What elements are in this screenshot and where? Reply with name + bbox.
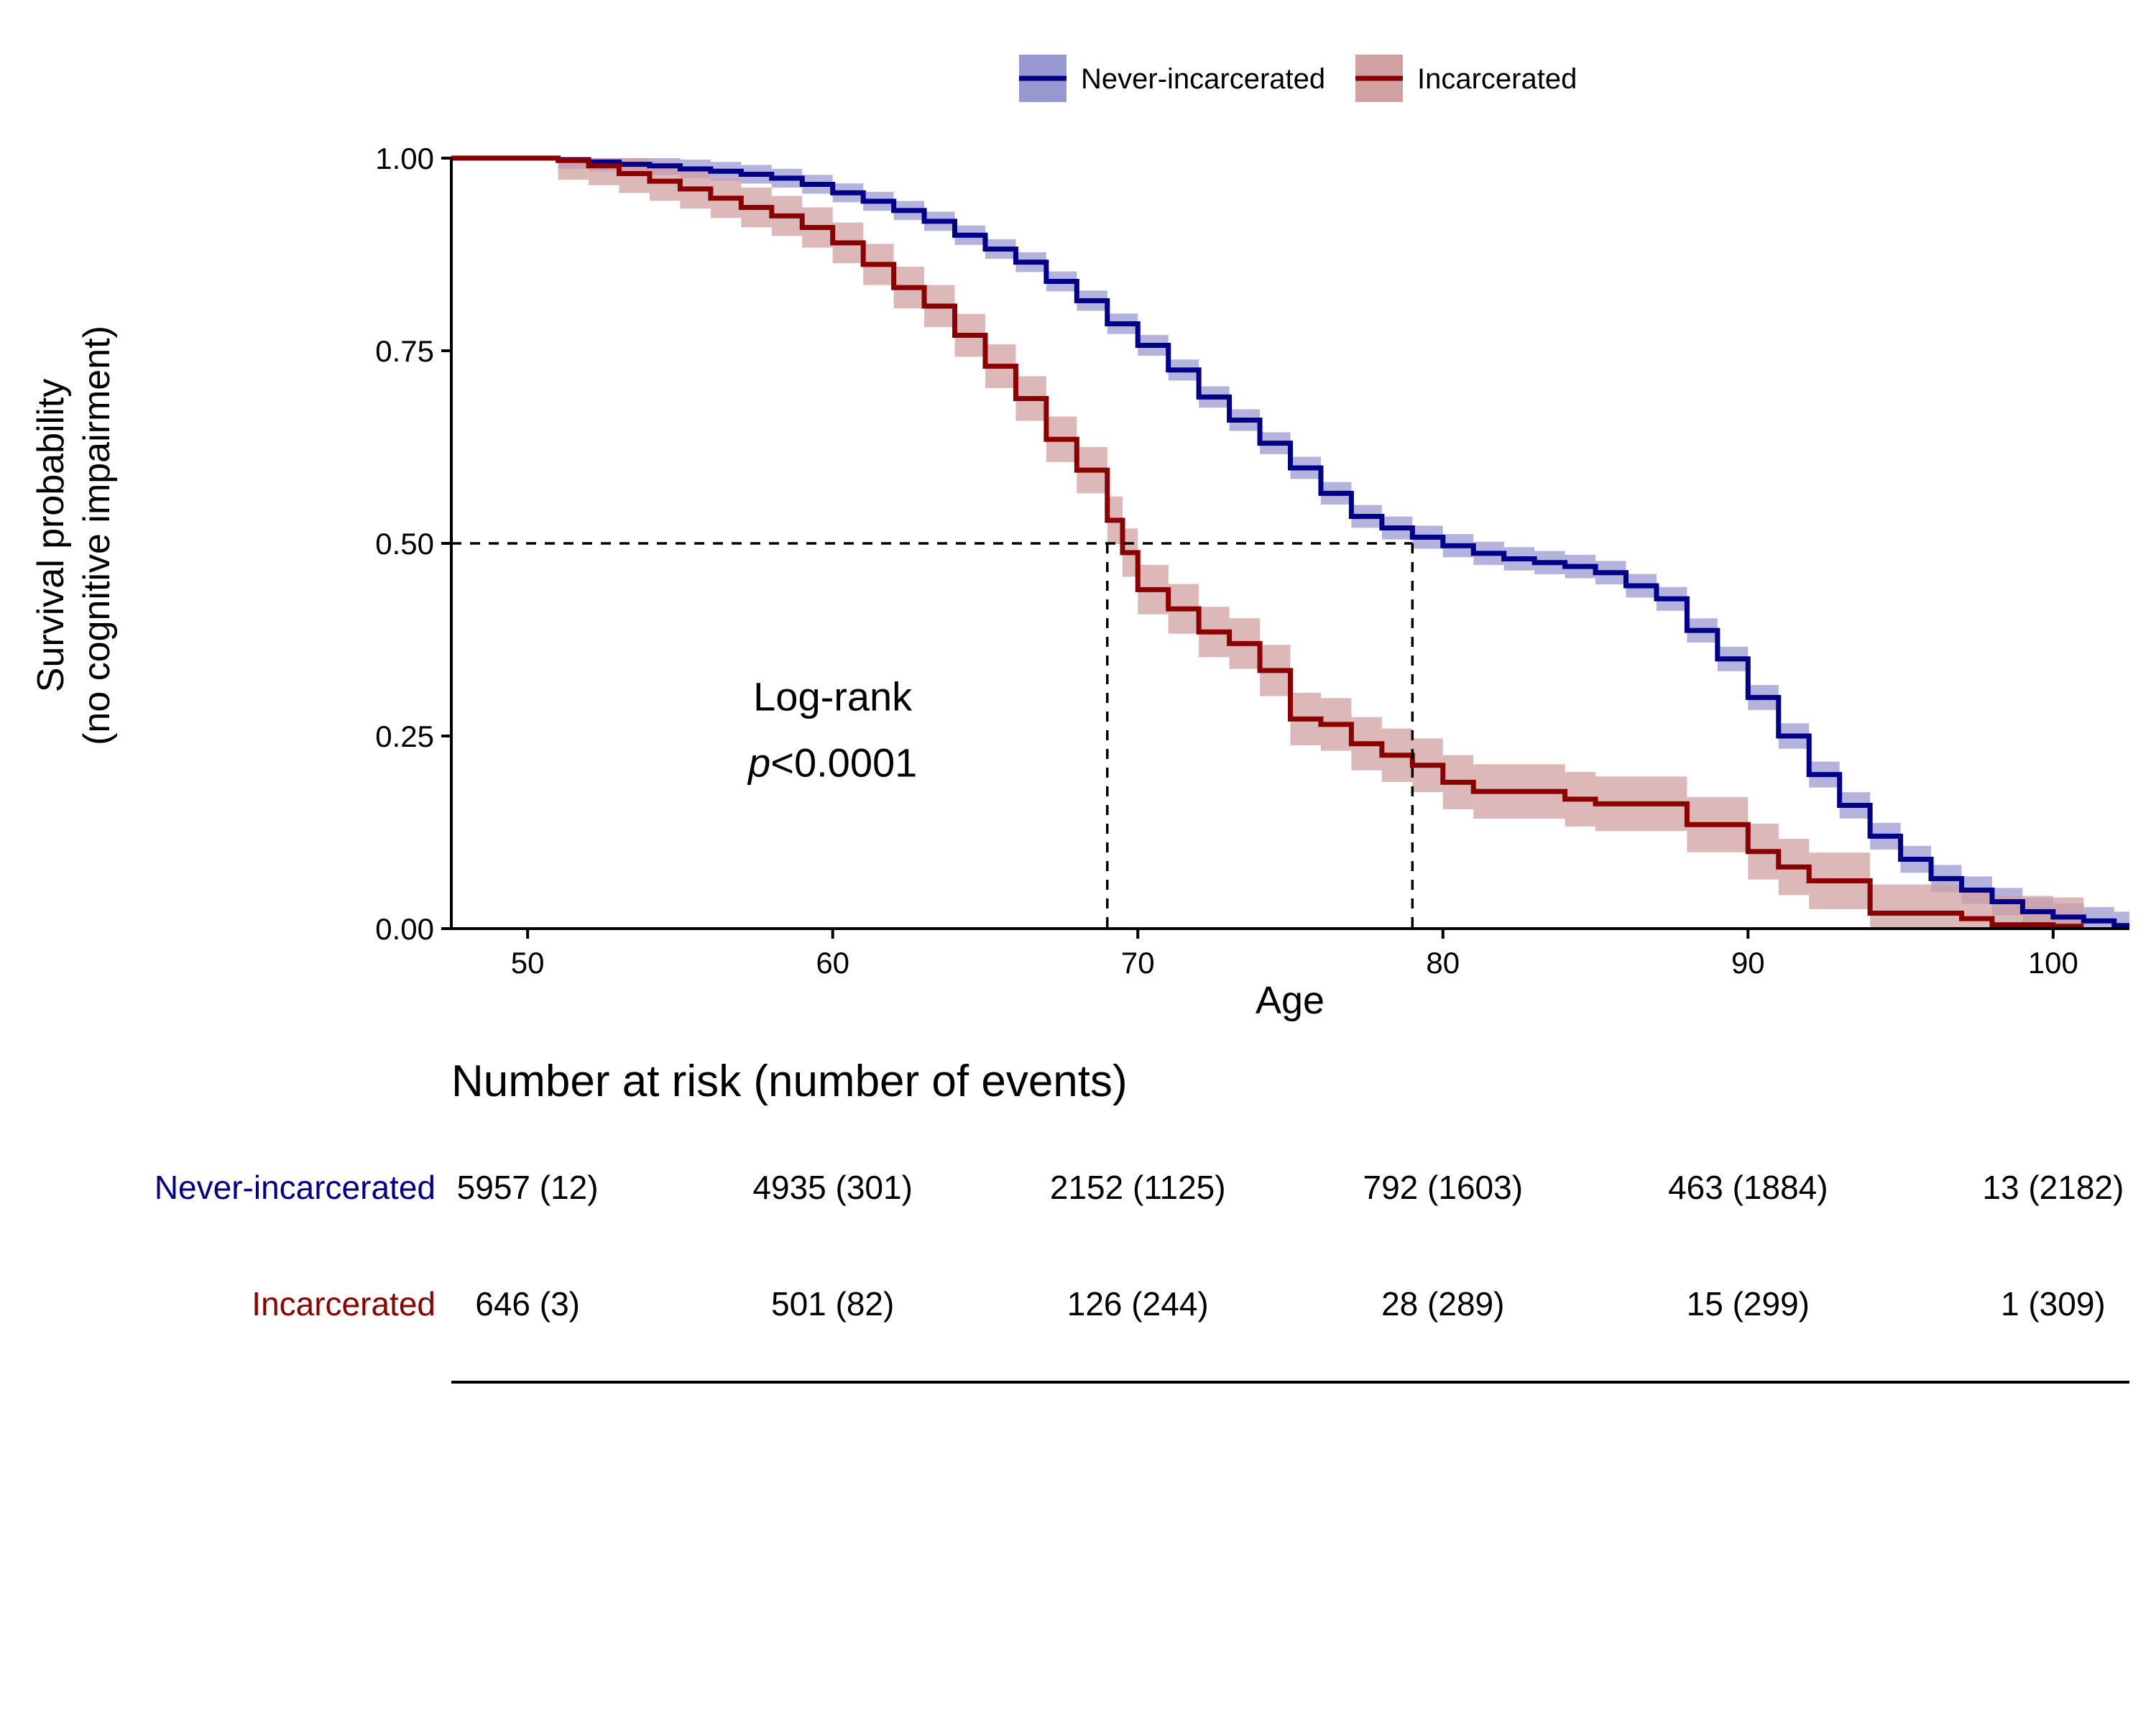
risk-cell: 28 (289) bbox=[1381, 1285, 1504, 1322]
risk-cell: 2152 (1125) bbox=[1050, 1169, 1226, 1206]
legend-label-never-incarcerated: Never-incarcerated bbox=[1081, 63, 1325, 95]
median-reference-lines bbox=[451, 542, 1414, 929]
x-tick-label: 60 bbox=[816, 946, 849, 980]
confidence-band-incarcerated bbox=[1961, 890, 1992, 929]
risk-cell: 4935 (301) bbox=[752, 1169, 913, 1206]
risk-cell: 15 (299) bbox=[1687, 1285, 1810, 1322]
risk-row-label: Never-incarcerated bbox=[155, 1169, 436, 1206]
confidence-band-never-incarcerated bbox=[2083, 907, 2114, 929]
y-axis-title-line-2: (no cognitive impairment) bbox=[76, 326, 118, 745]
risk-cell: 126 (244) bbox=[1067, 1285, 1209, 1322]
y-tick-label: 0.75 bbox=[375, 334, 434, 368]
y-axis-title: Survival probability (no cognitive impai… bbox=[30, 326, 118, 745]
risk-cell: 501 (82) bbox=[771, 1285, 894, 1322]
survival-curves bbox=[451, 155, 2129, 929]
legend-key-incarcerated bbox=[1355, 55, 1403, 102]
risk-table: Number at risk (number of events) Never-… bbox=[155, 1057, 2129, 1384]
p-value-text: <0.0001 bbox=[770, 740, 917, 786]
confidence-band-incarcerated bbox=[2053, 897, 2084, 929]
x-axis-ticks: 50 60 70 80 90 100 bbox=[511, 929, 2078, 980]
risk-cell: 646 (3) bbox=[475, 1285, 580, 1322]
x-tick-label: 70 bbox=[1121, 946, 1155, 980]
legend-key-never-incarcerated bbox=[1019, 55, 1067, 102]
y-axis-ticks: 0.00 0.25 0.50 0.75 1.00 bbox=[375, 142, 451, 946]
y-axis-title-line-1: Survival probability bbox=[30, 379, 72, 692]
risk-row: Never-incarcerated 5957 (12) 4935 (301) 215… bbox=[155, 1169, 2124, 1206]
y-tick-label: 0.00 bbox=[375, 912, 434, 946]
x-axis-title: Age bbox=[1256, 979, 1325, 1022]
y-tick-label: 0.50 bbox=[375, 527, 434, 561]
x-tick-label: 50 bbox=[511, 946, 545, 980]
risk-table-rows: Never-incarcerated 5957 (12) 4935 (301) 215… bbox=[155, 1169, 2124, 1322]
x-tick-label: 100 bbox=[2028, 946, 2078, 980]
risk-cell: 463 (1884) bbox=[1668, 1169, 1828, 1206]
x-tick-label: 80 bbox=[1426, 946, 1460, 980]
risk-cell: 5957 (12) bbox=[457, 1169, 599, 1206]
legend: Never-incarcerated Incarcerated bbox=[1019, 55, 1577, 102]
p-symbol: p bbox=[747, 740, 770, 786]
legend-label-incarcerated: Incarcerated bbox=[1417, 63, 1577, 95]
risk-cell: 1 (309) bbox=[2001, 1285, 2106, 1322]
log-rank-annotation: Log-rank p<0.0001 bbox=[747, 674, 917, 786]
y-tick-label: 1.00 bbox=[375, 142, 434, 175]
p-value-label: p<0.0001 bbox=[747, 740, 917, 786]
y-tick-label: 0.25 bbox=[375, 719, 434, 753]
survival-curve-never-incarcerated bbox=[451, 155, 2129, 929]
confidence-band-incarcerated bbox=[1870, 884, 1962, 929]
risk-row: Incarcerated 646 (3) 501 (82) 126 (244) 28 (… bbox=[252, 1285, 2105, 1322]
x-tick-label: 90 bbox=[1731, 946, 1765, 980]
survival-curve-incarcerated bbox=[451, 155, 2084, 929]
log-rank-label: Log-rank bbox=[753, 674, 913, 719]
risk-row-label: Incarcerated bbox=[252, 1285, 436, 1322]
risk-cell: 792 (1603) bbox=[1363, 1169, 1524, 1206]
risk-cell: 13 (2182) bbox=[1982, 1169, 2124, 1206]
risk-table-title: Number at risk (number of events) bbox=[451, 1057, 1128, 1106]
